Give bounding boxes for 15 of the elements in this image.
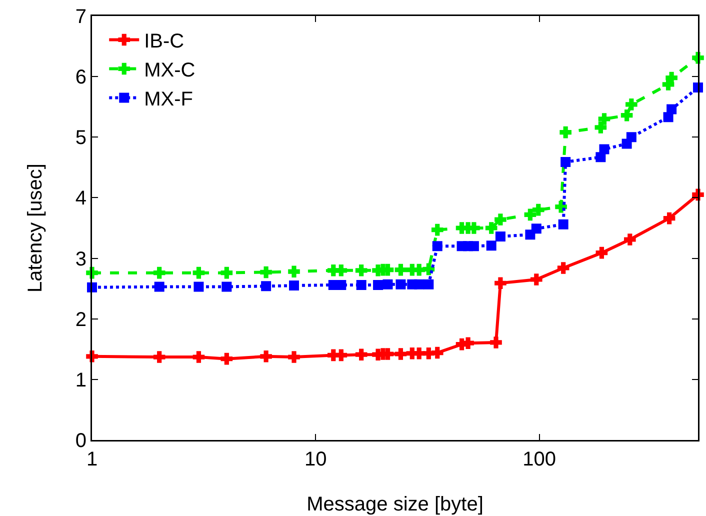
x-axis-title: Message size [byte] bbox=[306, 494, 484, 516]
y-tick-label: 2 bbox=[75, 308, 86, 331]
y-tick-label: 5 bbox=[75, 127, 86, 150]
x-tick-label: 100 bbox=[522, 448, 556, 470]
x-tick-label: 10 bbox=[304, 448, 327, 470]
legend-label: IB-C bbox=[144, 30, 184, 53]
y-tick-label: 7 bbox=[75, 6, 86, 28]
y-tick-label: 3 bbox=[75, 248, 86, 270]
legend-label: MX-C bbox=[144, 60, 196, 82]
y-tick-label: 6 bbox=[75, 66, 86, 89]
y-tick-label: 1 bbox=[75, 369, 86, 392]
y-tick-label: 0 bbox=[75, 430, 86, 452]
legend-label: MX-F bbox=[144, 88, 194, 111]
y-axis-title: Latency [usec] bbox=[24, 164, 46, 292]
y-tick-label: 4 bbox=[75, 188, 86, 210]
